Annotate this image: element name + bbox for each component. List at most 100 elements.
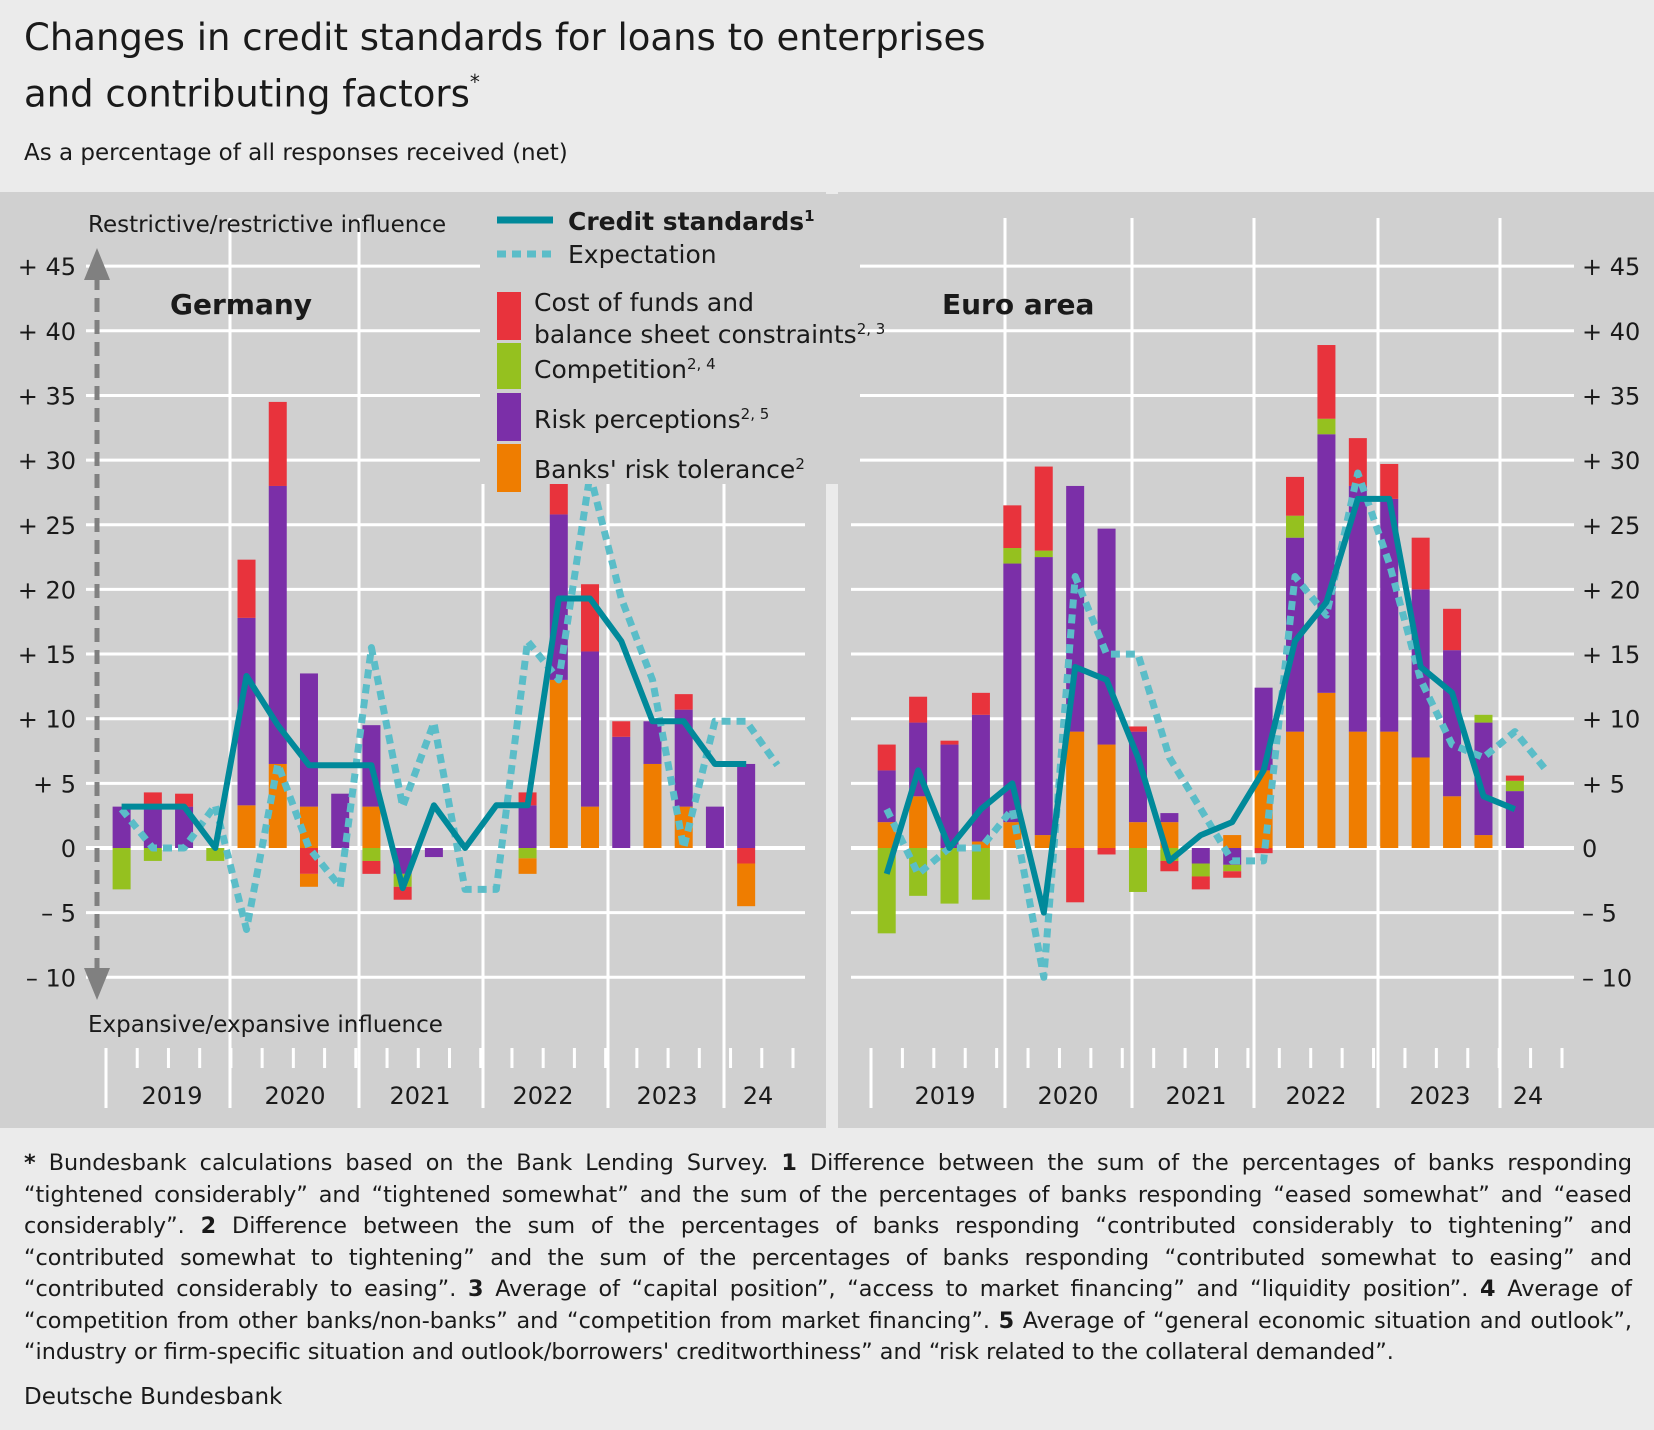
bar-segment-risk-tolerance	[299, 806, 318, 848]
bar-segment-competition	[971, 848, 990, 900]
bar-segment-risk-tolerance	[1317, 692, 1336, 848]
bar-segment-cost-of-funds	[1097, 848, 1116, 855]
x-year-label: 2020	[264, 1082, 325, 1110]
y-tick-label: + 5	[33, 770, 76, 798]
bar-segment-risk-tolerance	[1474, 835, 1493, 848]
title-line-2: and contributing factors	[24, 72, 470, 116]
bar-segment-cost-of-funds	[877, 744, 896, 771]
bar-segment-cost-of-funds	[1034, 466, 1053, 551]
footnote-n2: 2	[200, 1213, 217, 1239]
credit-standards-line	[121, 595, 747, 892]
bar-segment-risk-perceptions	[1505, 791, 1524, 848]
legend-note: 2, 5	[741, 405, 770, 423]
bar-segment-competition	[206, 848, 225, 861]
y-tick-label: + 15	[1582, 641, 1640, 669]
bar-segment-cost-of-funds	[175, 793, 194, 807]
legend-note: 2, 3	[857, 320, 886, 338]
bar-segment-risk-perceptions	[268, 485, 287, 764]
bar-segment-risk-tolerance	[737, 863, 756, 907]
bar-segment-cost-of-funds	[1128, 726, 1147, 732]
credit-standards-line	[883, 495, 1517, 916]
restrictive-annotation: Restrictive/restrictive influence	[88, 212, 446, 238]
bar-segment-cost-of-funds	[1348, 438, 1367, 486]
bar-segment-competition	[518, 848, 537, 859]
footnote-star: *	[24, 1150, 36, 1176]
bar-segment-risk-tolerance	[518, 858, 537, 874]
y-tick-label: + 10	[18, 706, 76, 734]
x-year-label: 2021	[1165, 1082, 1226, 1110]
bar-segment-risk-tolerance	[1286, 731, 1305, 848]
bar-segment-cost-of-funds	[1066, 848, 1085, 903]
y-tick-label: – 10	[1582, 964, 1632, 992]
legend-label-competition: Competition2, 4	[534, 355, 716, 384]
y-tick-label: – 10	[26, 964, 76, 992]
legend: Credit standards1 Expectation Cost of fund…	[480, 194, 885, 492]
bar-segment-risk-tolerance	[1380, 731, 1399, 848]
bar-segment-risk-perceptions	[581, 651, 600, 807]
legend-background	[480, 194, 860, 484]
bar-segment-cost-of-funds	[1254, 848, 1273, 854]
source-note: Deutsche Bundesbank	[24, 1384, 283, 1410]
bar-segment-risk-perceptions	[705, 806, 724, 848]
bar-segment-risk-perceptions	[143, 805, 162, 848]
y-tick-label: + 20	[18, 576, 76, 604]
bar-segment-cost-of-funds	[143, 792, 162, 806]
title-line-1: Changes in credit standards for loans to…	[24, 16, 986, 59]
bar-segment-risk-perceptions	[1003, 563, 1022, 823]
panel-title: Germany	[170, 288, 312, 321]
bar-segment-risk-perceptions	[674, 709, 693, 807]
bar-segment-risk-tolerance	[877, 822, 896, 848]
legend-label-risk-perceptions: Risk perceptions2, 5	[534, 405, 769, 434]
bar-segment-risk-tolerance	[1034, 835, 1053, 848]
bar-segment-risk-perceptions	[1317, 434, 1336, 693]
x-year-label: 2020	[1037, 1082, 1098, 1110]
x-year-label: 2023	[636, 1082, 697, 1110]
y-tick-label: + 40	[1582, 318, 1640, 346]
bar-segment-risk-tolerance	[909, 796, 928, 848]
y-tick-label: + 35	[1582, 382, 1640, 410]
panel-title: Euro area	[942, 288, 1094, 321]
bar-segment-competition	[1286, 515, 1305, 538]
up-arrow-icon	[84, 248, 110, 280]
bar-segment-risk-tolerance	[549, 679, 568, 848]
footnote-text-star: Bundesbank calculations based on the Ban…	[35, 1150, 782, 1176]
title-footnote-mark: *	[469, 70, 480, 94]
bar-segment-risk-perceptions	[518, 805, 537, 848]
x-year-label: 2022	[1285, 1082, 1346, 1110]
bar-segment-cost-of-funds	[237, 559, 256, 618]
bar-segment-cost-of-funds	[1223, 871, 1242, 878]
x-year-label: 24	[1513, 1082, 1544, 1110]
bar-segment-risk-perceptions	[1034, 557, 1053, 836]
panel-euro-bg	[838, 192, 1654, 1128]
footnote-text-4: Average of “competition from other banks…	[24, 1276, 1633, 1334]
chart-title: Changes in credit standards for loans to…	[24, 14, 986, 118]
x-year-label: 2021	[389, 1082, 450, 1110]
bar-segment-risk-perceptions	[737, 763, 756, 848]
footnote: * Bundesbank calculations based on the B…	[24, 1148, 1632, 1369]
y-tick-label: + 10	[1582, 706, 1640, 734]
legend-label-expectation: Expectation	[568, 240, 717, 269]
legend-note: 2	[795, 455, 805, 473]
down-arrow-icon	[84, 968, 110, 1000]
x-year-label: 2023	[1409, 1082, 1470, 1110]
x-year-label: 2019	[914, 1082, 975, 1110]
bar-segment-cost-of-funds	[737, 848, 756, 864]
bar-segment-risk-tolerance	[362, 806, 381, 848]
footnote-text-1: Difference between the sum of the percen…	[24, 1150, 1632, 1239]
bar-segment-competition	[1191, 863, 1210, 877]
bar-segment-risk-tolerance	[237, 805, 256, 848]
bar-segment-competition	[112, 848, 131, 890]
y-tick-label: + 45	[18, 253, 76, 281]
y-tick-label: + 25	[1582, 512, 1640, 540]
bar-segment-risk-tolerance	[1128, 822, 1147, 848]
x-year-label: 24	[743, 1082, 774, 1110]
bar-segment-competition	[1034, 550, 1053, 558]
bar-segment-risk-tolerance	[971, 841, 990, 848]
bar-segment-cost-of-funds	[393, 886, 412, 900]
bar-segment-cost-of-funds	[1160, 860, 1179, 872]
expectation-line	[883, 469, 1550, 981]
bar-segment-risk-perceptions	[877, 770, 896, 823]
y-tick-label: + 30	[18, 447, 76, 475]
bar-segment-competition	[362, 848, 381, 861]
bar-segment-risk-tolerance	[268, 763, 287, 848]
